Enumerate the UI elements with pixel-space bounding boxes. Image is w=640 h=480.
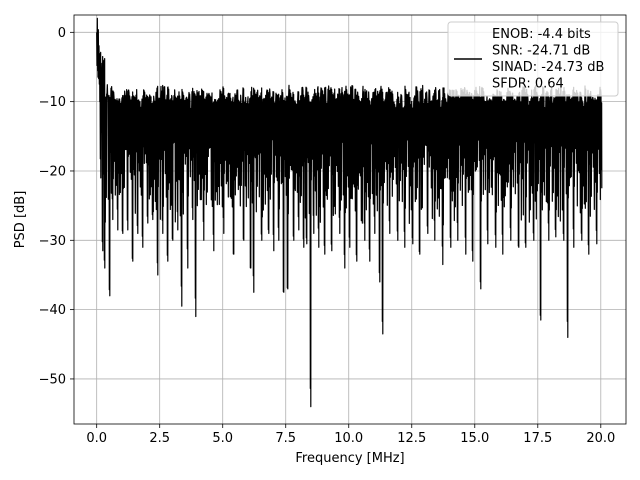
y-tick-label: 0: [58, 26, 66, 41]
x-tick-label: 10.0: [334, 431, 363, 446]
legend-entry-enob: ENOB: -4.4 bits: [492, 27, 591, 42]
y-tick-label: −50: [39, 372, 66, 387]
y-tick-label: −10: [39, 95, 66, 110]
legend-entry-snr: SNR: -24.71 dB: [492, 44, 590, 59]
legend-entry-sfdr: SFDR: 0.64: [492, 77, 564, 92]
x-tick-label: 12.5: [397, 431, 426, 446]
plot-area: [96, 17, 603, 408]
y-tick-label: −30: [39, 234, 66, 249]
x-tick-label: 15.0: [460, 431, 489, 446]
y-axis-label: PSD [dB]: [13, 191, 28, 249]
x-tick-label: 0.0: [86, 431, 107, 446]
x-tick-label: 2.5: [149, 431, 170, 446]
x-tick-label: 7.5: [275, 431, 296, 446]
legend: ENOB: -4.4 bits SNR: -24.71 dB SINAD: -2…: [447, 21, 619, 97]
x-tick-label: 20.0: [586, 431, 615, 446]
x-axis-label: Frequency [MHz]: [295, 451, 404, 466]
psd-series-line: [96, 17, 603, 408]
y-tick-label: −40: [39, 303, 66, 318]
plot-frame: [73, 14, 627, 425]
legend-box: [447, 21, 619, 97]
x-tick-label: 17.5: [523, 431, 552, 446]
legend-entry-sinad: SINAD: -24.73 dB: [492, 60, 604, 75]
y-tick-label: −20: [39, 164, 66, 179]
axis-ticks: 0.0 2.5 5.0 7.5 10.0 12.5 15.0 17.5 20.0 0 −10 −20 −…: [39, 26, 616, 446]
x-tick-label: 5.0: [212, 431, 233, 446]
